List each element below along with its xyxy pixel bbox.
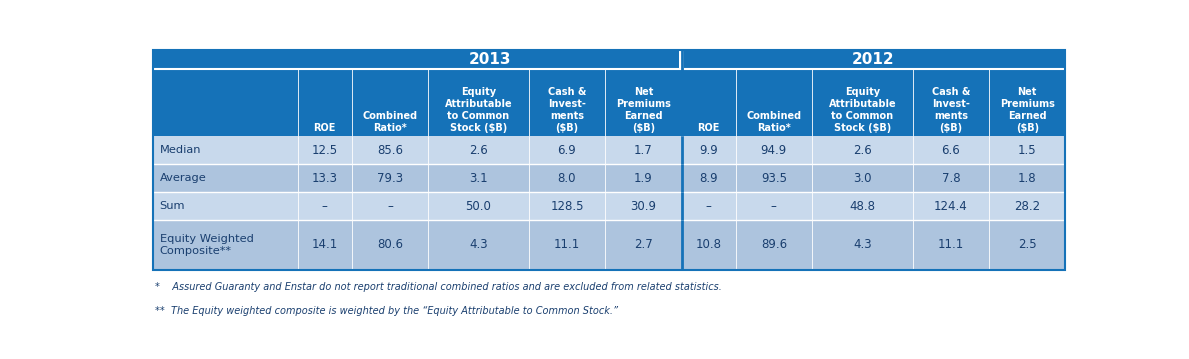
Text: –: – — [386, 200, 392, 213]
Text: 11.1: 11.1 — [938, 238, 964, 251]
Text: Combined
Ratio*: Combined Ratio* — [747, 111, 801, 133]
Text: 80.6: 80.6 — [377, 238, 403, 251]
Text: 2.6: 2.6 — [853, 144, 872, 157]
Text: Combined
Ratio*: Combined Ratio* — [363, 111, 417, 133]
Bar — [153, 164, 1065, 192]
Text: Equity
Attributable
to Common
Stock ($B): Equity Attributable to Common Stock ($B) — [829, 87, 897, 133]
Text: –: – — [322, 200, 328, 213]
Text: 3.1: 3.1 — [470, 172, 487, 185]
Text: 2.5: 2.5 — [1018, 238, 1037, 251]
Text: 89.6: 89.6 — [761, 238, 787, 251]
Text: 1.7: 1.7 — [634, 144, 653, 157]
Text: 2.7: 2.7 — [634, 238, 653, 251]
Bar — [153, 136, 1065, 164]
Text: 85.6: 85.6 — [377, 144, 403, 157]
Text: –: – — [770, 200, 776, 213]
Text: *    Assured Guaranty and Enstar do not report traditional combined ratios and a: * Assured Guaranty and Enstar do not rep… — [155, 282, 722, 292]
Text: 4.3: 4.3 — [853, 238, 872, 251]
Text: 2013: 2013 — [468, 52, 511, 67]
Text: 93.5: 93.5 — [761, 172, 787, 185]
Text: 1.8: 1.8 — [1018, 172, 1037, 185]
Text: 124.4: 124.4 — [935, 200, 968, 213]
Text: 128.5: 128.5 — [551, 200, 584, 213]
Text: 9.9: 9.9 — [699, 144, 718, 157]
Text: Sum: Sum — [159, 201, 185, 211]
Text: 79.3: 79.3 — [377, 172, 403, 185]
Text: 50.0: 50.0 — [466, 200, 491, 213]
Bar — [153, 50, 1065, 69]
Text: 94.9: 94.9 — [761, 144, 787, 157]
Text: ROE: ROE — [314, 123, 335, 133]
Text: 14.1: 14.1 — [312, 238, 338, 251]
Text: 11.1: 11.1 — [554, 238, 580, 251]
Text: Median: Median — [159, 145, 201, 155]
Text: Equity Weighted
Composite**: Equity Weighted Composite** — [159, 234, 253, 256]
Text: 7.8: 7.8 — [942, 172, 961, 185]
Text: 28.2: 28.2 — [1014, 200, 1040, 213]
Text: 13.3: 13.3 — [312, 172, 338, 185]
Text: 1.9: 1.9 — [634, 172, 653, 185]
Text: 1.5: 1.5 — [1018, 144, 1037, 157]
Text: Cash &
Invest-
ments
($B): Cash & Invest- ments ($B) — [548, 87, 586, 133]
Text: 3.0: 3.0 — [853, 172, 872, 185]
Text: –: – — [705, 200, 711, 213]
Text: 8.0: 8.0 — [558, 172, 577, 185]
Text: Net
Premiums
Earned
($B): Net Premiums Earned ($B) — [616, 87, 671, 133]
Bar — [153, 220, 1065, 270]
Text: 10.8: 10.8 — [696, 238, 722, 251]
Bar — [153, 192, 1065, 220]
Text: 2012: 2012 — [853, 52, 895, 67]
Text: 4.3: 4.3 — [470, 238, 487, 251]
Text: Cash &
Invest-
ments
($B): Cash & Invest- ments ($B) — [932, 87, 970, 133]
Text: 48.8: 48.8 — [849, 200, 875, 213]
Bar — [153, 50, 1065, 270]
Text: 6.6: 6.6 — [942, 144, 961, 157]
Text: ROE: ROE — [698, 123, 719, 133]
Text: 8.9: 8.9 — [699, 172, 718, 185]
Text: 6.9: 6.9 — [558, 144, 577, 157]
Text: 2.6: 2.6 — [470, 144, 487, 157]
Text: Equity
Attributable
to Common
Stock ($B): Equity Attributable to Common Stock ($B) — [445, 87, 512, 133]
Bar — [679, 50, 684, 69]
Text: 30.9: 30.9 — [630, 200, 656, 213]
Text: **  The Equity weighted composite is weighted by the “Equity Attributable to Com: ** The Equity weighted composite is weig… — [155, 306, 618, 316]
Text: 12.5: 12.5 — [312, 144, 338, 157]
Text: Average: Average — [159, 173, 207, 183]
Text: Net
Premiums
Earned
($B): Net Premiums Earned ($B) — [1000, 87, 1055, 133]
Bar — [153, 69, 1065, 136]
